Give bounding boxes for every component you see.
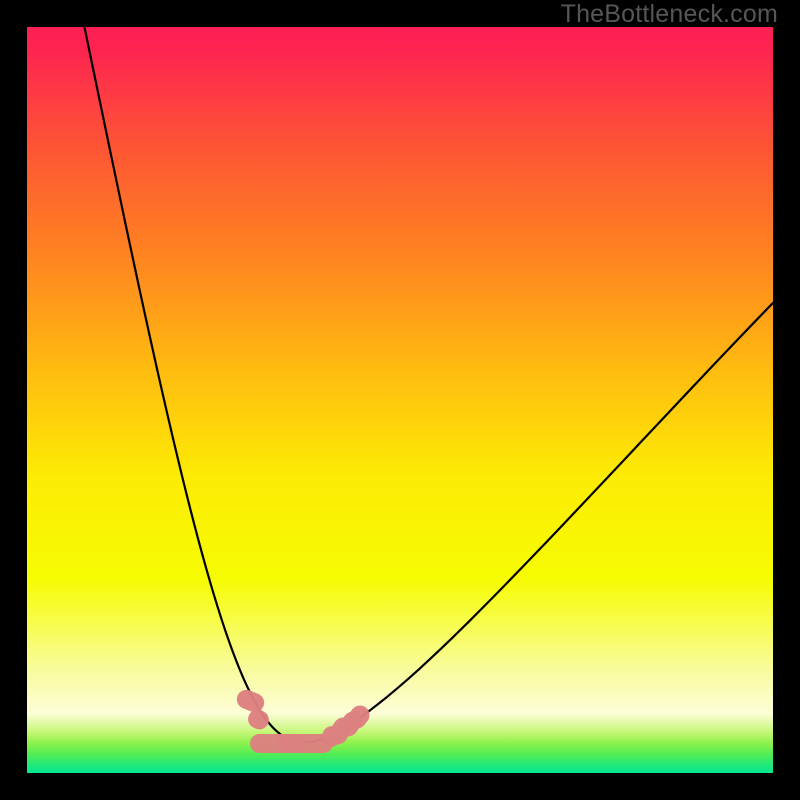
marker-layer: [27, 27, 773, 773]
watermark-text: TheBottleneck.com: [561, 0, 778, 29]
chart-stage: TheBottleneck.com: [0, 0, 800, 800]
plot-area: [27, 27, 773, 773]
